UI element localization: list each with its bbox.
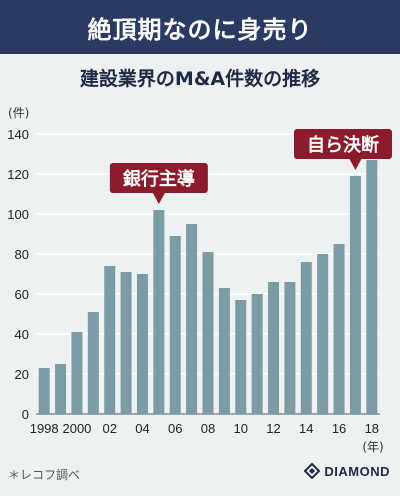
- x-tick-label: 12: [266, 421, 280, 436]
- y-tick-label: 0: [22, 407, 29, 422]
- brand-logo: DIAMOND: [304, 463, 390, 479]
- callout-box: [294, 129, 392, 159]
- bar-2000: [71, 332, 83, 414]
- diamond-icon: [304, 463, 321, 479]
- callout-text: 銀行主導: [123, 168, 195, 190]
- bar-2014: [300, 262, 312, 414]
- y-tick-label: 80: [15, 247, 29, 262]
- bar-1998: [38, 368, 50, 414]
- annotation-callout: 銀行主導: [109, 163, 208, 204]
- bar-2011: [251, 294, 263, 414]
- x-axis-ticks: 1998 2000 02 04 06 08 10 12 14 16 18: [30, 421, 379, 436]
- bar-2004: [136, 274, 148, 414]
- chart-title: 建設業界のM&A件数の推移: [79, 68, 321, 90]
- x-tick-label: 02: [102, 421, 116, 436]
- bar-2017: [349, 176, 361, 414]
- y-tick-label: 120: [7, 167, 29, 182]
- bar-2009: [218, 288, 230, 414]
- annotation-callout: 自ら決断: [294, 129, 392, 170]
- bar-2016: [333, 244, 345, 414]
- x-tick-label: 14: [299, 421, 313, 436]
- bar-2001: [87, 312, 99, 414]
- brand-name: DIAMOND: [324, 463, 390, 479]
- annotations: 銀行主導 自ら決断: [109, 129, 392, 204]
- bar-1999: [55, 364, 67, 414]
- callout-pointer: [349, 159, 362, 170]
- bar-2018: [366, 160, 378, 414]
- bar-2015: [317, 254, 329, 414]
- x-tick-label: 08: [201, 421, 215, 436]
- callout-pointer: [152, 193, 165, 204]
- x-tick-label: 04: [135, 421, 149, 436]
- bar-2002: [104, 266, 116, 414]
- bar-2013: [284, 282, 296, 414]
- headline: 絶頂期なのに身売り: [0, 0, 400, 54]
- y-axis-ticks: 0 20 40 60 80 100 120 140: [7, 127, 29, 422]
- x-axis-unit-label: (年): [362, 440, 383, 454]
- source-note: ＊レコフ調べ: [8, 468, 81, 482]
- x-tick-label: 06: [168, 421, 182, 436]
- y-tick-label: 40: [15, 327, 29, 342]
- bars: [38, 160, 378, 414]
- y-tick-label: 140: [7, 127, 29, 142]
- x-tick-label: 2000: [62, 421, 91, 436]
- bar-2006: [169, 236, 181, 414]
- y-tick-label: 20: [15, 367, 29, 382]
- x-tick-label: 18: [365, 421, 379, 436]
- y-axis-unit-label: (件): [8, 106, 29, 120]
- bar-2010: [235, 300, 247, 414]
- bar-2008: [202, 252, 214, 414]
- y-tick-label: 60: [15, 287, 29, 302]
- y-tick-label: 100: [7, 207, 29, 222]
- callout-text: 自ら決断: [307, 134, 379, 156]
- x-tick-label: 1998: [30, 421, 59, 436]
- callout-box: [109, 163, 208, 193]
- bar-2012: [268, 282, 280, 414]
- bar-2003: [120, 272, 132, 414]
- bar-2005: [153, 210, 165, 414]
- bar-2007: [186, 224, 198, 414]
- x-tick-label: 16: [332, 421, 346, 436]
- x-tick-label: 10: [234, 421, 248, 436]
